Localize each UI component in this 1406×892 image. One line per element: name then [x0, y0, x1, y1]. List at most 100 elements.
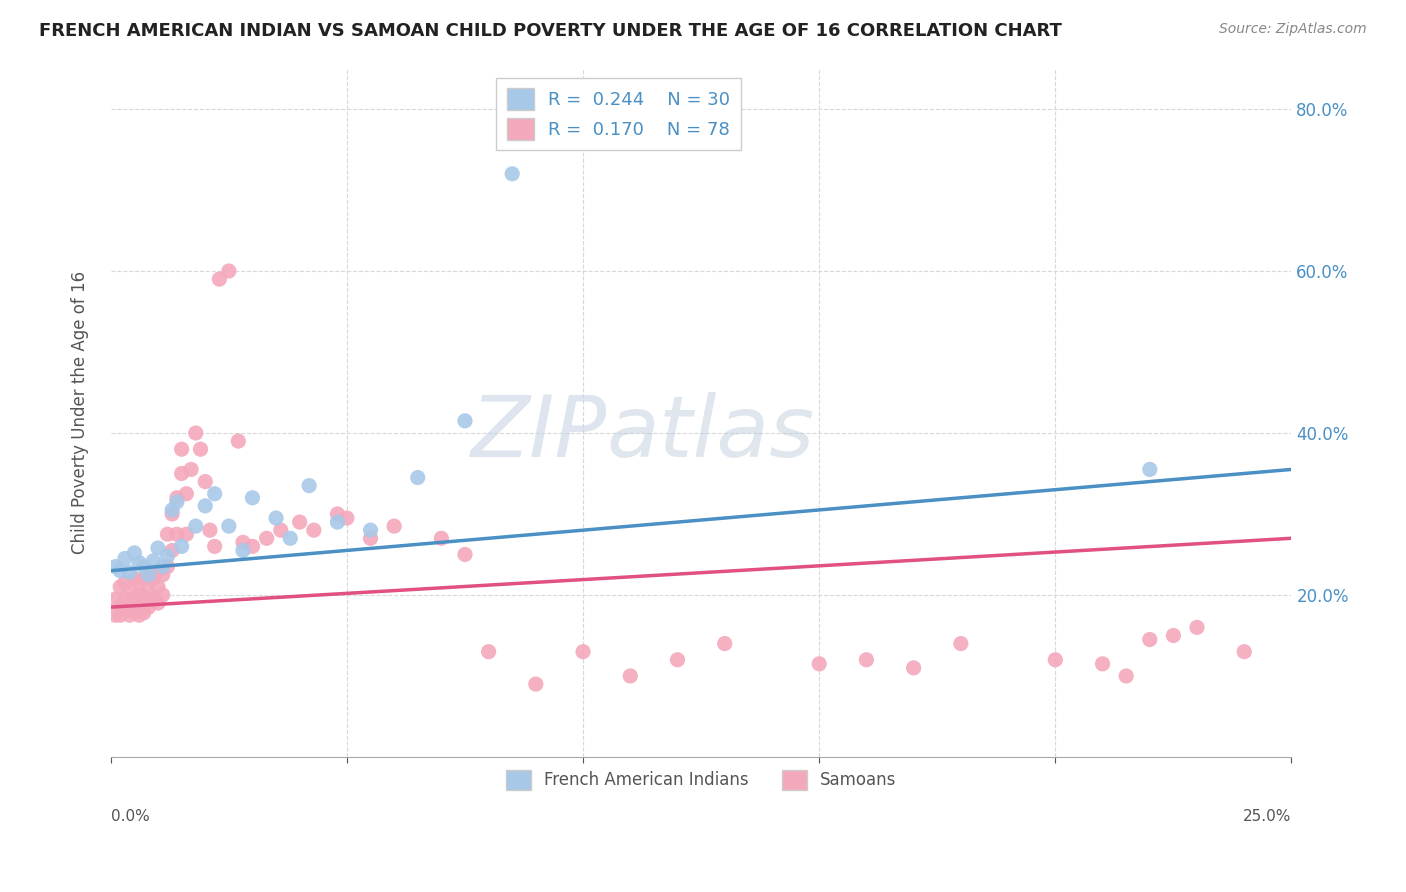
- Point: [1091, 657, 1114, 671]
- Point: [382, 519, 405, 533]
- Point: [1233, 645, 1256, 659]
- Point: [326, 507, 349, 521]
- Text: Source: ZipAtlas.com: Source: ZipAtlas.com: [1219, 22, 1367, 37]
- Point: [110, 564, 132, 578]
- Point: [264, 511, 287, 525]
- Point: [124, 604, 146, 618]
- Point: [204, 487, 226, 501]
- Point: [132, 559, 155, 574]
- Point: [132, 590, 155, 604]
- Point: [114, 604, 136, 618]
- Point: [138, 567, 160, 582]
- Point: [298, 478, 321, 492]
- Point: [232, 535, 254, 549]
- Point: [713, 636, 735, 650]
- Point: [204, 540, 226, 554]
- Point: [170, 442, 193, 457]
- Text: 25.0%: 25.0%: [1243, 809, 1292, 823]
- Point: [232, 543, 254, 558]
- Point: [336, 511, 359, 525]
- Point: [1139, 462, 1161, 476]
- Point: [152, 567, 174, 582]
- Point: [478, 645, 501, 659]
- Point: [160, 503, 183, 517]
- Point: [1185, 620, 1208, 634]
- Point: [242, 540, 264, 554]
- Point: [104, 559, 127, 574]
- Point: [128, 588, 150, 602]
- Point: [166, 527, 188, 541]
- Text: FRENCH AMERICAN INDIAN VS SAMOAN CHILD POVERTY UNDER THE AGE OF 16 CORRELATION C: FRENCH AMERICAN INDIAN VS SAMOAN CHILD P…: [39, 22, 1063, 40]
- Point: [114, 551, 136, 566]
- Point: [1163, 628, 1185, 642]
- Point: [218, 519, 240, 533]
- Point: [501, 167, 523, 181]
- Point: [170, 540, 193, 554]
- Point: [156, 549, 179, 563]
- Point: [949, 636, 972, 650]
- Point: [114, 592, 136, 607]
- Point: [156, 527, 179, 541]
- Point: [160, 507, 183, 521]
- Point: [166, 495, 188, 509]
- Point: [194, 499, 217, 513]
- Point: [128, 608, 150, 623]
- Point: [118, 566, 141, 580]
- Point: [124, 572, 146, 586]
- Text: ZIP: ZIP: [471, 392, 606, 475]
- Point: [666, 653, 689, 667]
- Point: [184, 519, 207, 533]
- Point: [855, 653, 877, 667]
- Point: [360, 523, 382, 537]
- Point: [524, 677, 547, 691]
- Point: [218, 264, 240, 278]
- Point: [170, 467, 193, 481]
- Point: [104, 608, 127, 623]
- Point: [132, 572, 155, 586]
- Point: [256, 531, 278, 545]
- Text: 0.0%: 0.0%: [111, 809, 149, 823]
- Point: [132, 606, 155, 620]
- Point: [194, 475, 217, 489]
- Point: [1115, 669, 1137, 683]
- Point: [118, 596, 141, 610]
- Point: [146, 596, 169, 610]
- Point: [138, 583, 160, 598]
- Point: [184, 425, 207, 440]
- Point: [302, 523, 325, 537]
- Point: [1139, 632, 1161, 647]
- Point: [903, 661, 925, 675]
- Point: [142, 572, 165, 586]
- Point: [270, 523, 292, 537]
- Point: [288, 515, 311, 529]
- Point: [124, 546, 146, 560]
- Point: [808, 657, 831, 671]
- Y-axis label: Child Poverty Under the Age of 16: Child Poverty Under the Age of 16: [72, 271, 89, 554]
- Point: [208, 272, 231, 286]
- Point: [114, 575, 136, 590]
- Point: [406, 470, 429, 484]
- Point: [176, 487, 198, 501]
- Point: [180, 462, 202, 476]
- Point: [242, 491, 264, 505]
- Point: [142, 592, 165, 607]
- Point: [110, 608, 132, 623]
- Point: [110, 600, 132, 615]
- Point: [176, 527, 198, 541]
- Point: [152, 588, 174, 602]
- Point: [146, 580, 169, 594]
- Point: [430, 531, 453, 545]
- Point: [572, 645, 595, 659]
- Point: [198, 523, 221, 537]
- Point: [190, 442, 212, 457]
- Point: [619, 669, 641, 683]
- Point: [124, 592, 146, 607]
- Point: [110, 580, 132, 594]
- Point: [146, 541, 169, 555]
- Point: [128, 556, 150, 570]
- Legend: French American Indians, Samoans: French American Indians, Samoans: [499, 764, 903, 797]
- Point: [156, 559, 179, 574]
- Point: [226, 434, 249, 448]
- Point: [118, 583, 141, 598]
- Point: [104, 592, 127, 607]
